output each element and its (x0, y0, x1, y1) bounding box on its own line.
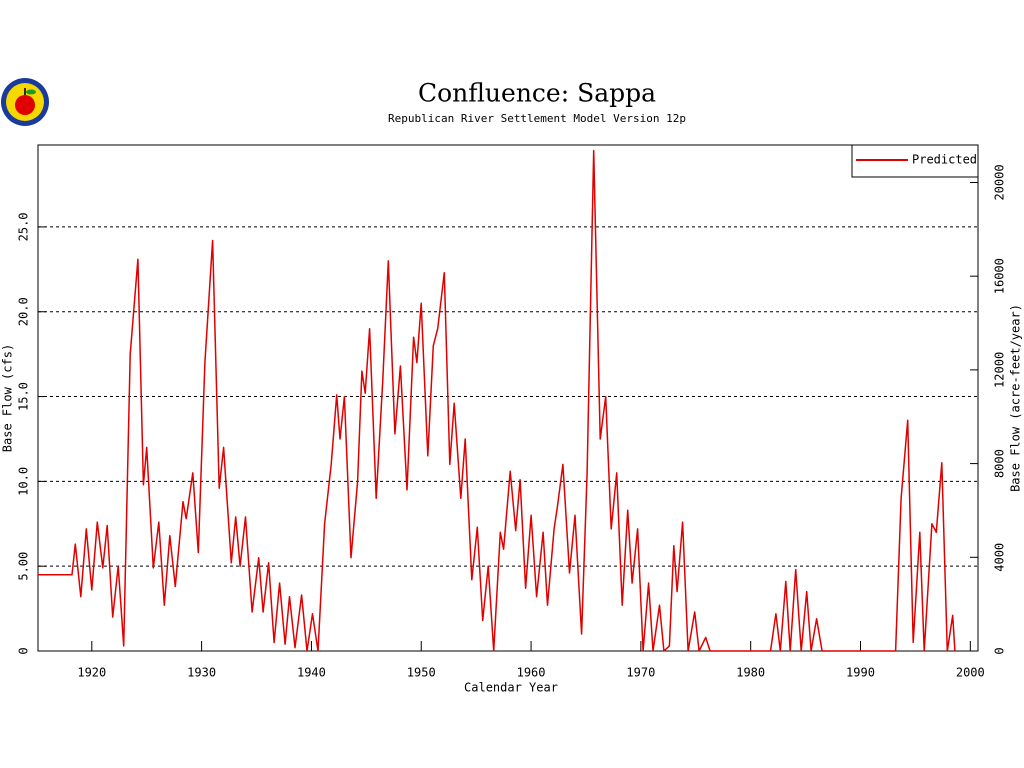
y2-tick-label: 20000 (993, 164, 1007, 200)
x-tick-label: 1950 (407, 666, 436, 680)
x-axis-label: Calendar Year (464, 681, 558, 695)
y-tick-label: 0 (17, 647, 31, 654)
y2-tick-label: 12000 (993, 352, 1007, 388)
x-tick-label: 1930 (187, 666, 216, 680)
x-tick-label: 1940 (297, 666, 326, 680)
y2-tick-label: 8000 (993, 449, 1007, 478)
legend-label: Predicted (912, 153, 977, 167)
y2-tick-label: 0 (993, 647, 1007, 654)
chart-subtitle: Republican River Settlement Model Versio… (388, 112, 686, 125)
y-tick-label: 5.00 (17, 552, 31, 581)
y-tick-label: 15.0 (17, 382, 31, 411)
plot-frame (37, 144, 979, 652)
y2-tick-label: 4000 (993, 543, 1007, 572)
y2-tick-label: 16000 (993, 258, 1007, 294)
y2-axis-label: Base Flow (acre-feet/year) (1009, 304, 1023, 492)
x-tick-label: 1980 (736, 666, 765, 680)
y-tick-label: 25.0 (17, 212, 31, 241)
data-line (38, 149, 956, 652)
x-tick-label: 1990 (846, 666, 875, 680)
chart-title: Confluence: Sappa (418, 79, 656, 108)
y-tick-label: 20.0 (17, 297, 31, 326)
x-tick-label: 1970 (626, 666, 655, 680)
y-axis-label: Base Flow (cfs) (1, 344, 15, 452)
x-tick-label: 1920 (77, 666, 106, 680)
x-tick-label: 1960 (517, 666, 546, 680)
logo (1, 78, 49, 126)
y-tick-label: 10.0 (17, 467, 31, 496)
x-tick-label: 2000 (956, 666, 985, 680)
